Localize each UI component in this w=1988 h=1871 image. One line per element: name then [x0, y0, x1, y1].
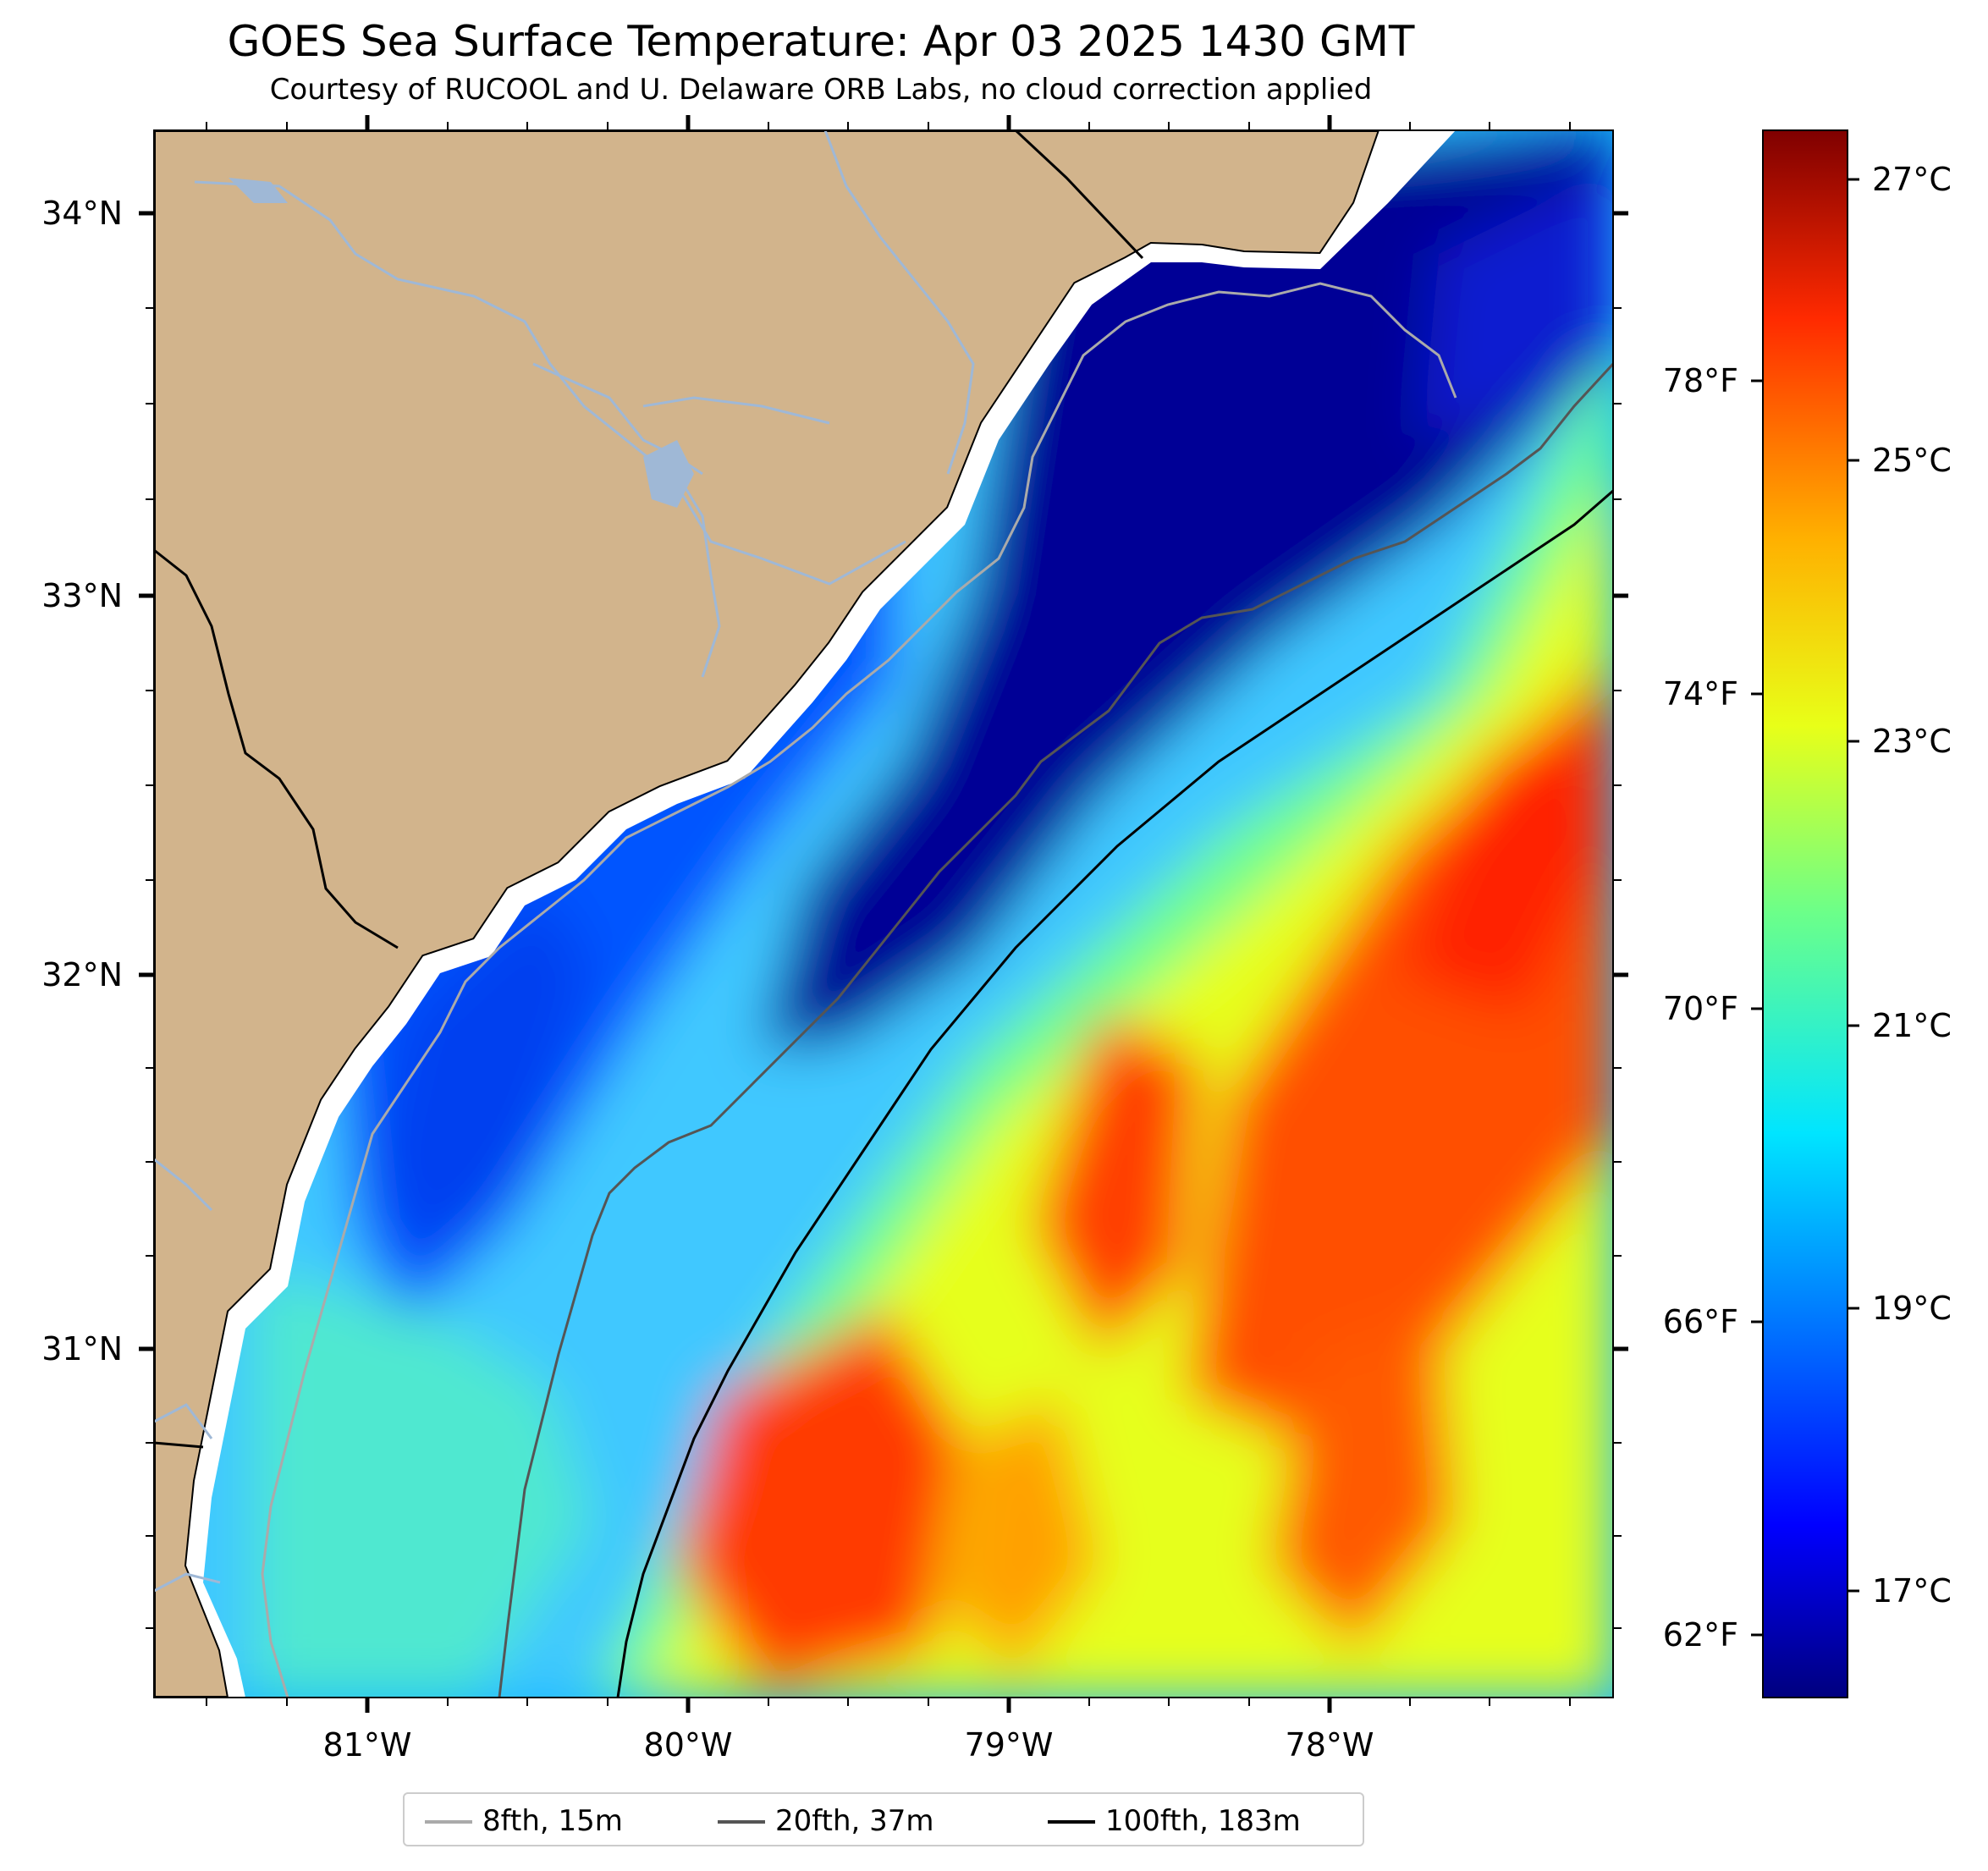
lon-label: 81°W	[323, 1726, 412, 1764]
sst-field	[154, 130, 1613, 1698]
lat-label: 32°N	[41, 956, 123, 993]
contour-100fth	[616, 489, 1613, 1698]
legend-swatch	[1048, 1820, 1095, 1824]
lake-marion	[643, 440, 694, 508]
legend-swatch	[425, 1820, 472, 1824]
legend-label: 8fth, 15m	[482, 1804, 623, 1838]
celsius-label: 23°C	[1872, 723, 1952, 760]
lon-label: 78°W	[1286, 1726, 1374, 1764]
lat-label: 31°N	[41, 1330, 123, 1367]
fahrenheit-label: 66°F	[1663, 1303, 1738, 1340]
map-area	[154, 130, 1613, 1698]
celsius-label: 19°C	[1872, 1290, 1952, 1327]
celsius-label: 17°C	[1872, 1572, 1952, 1610]
legend-label: 100fth, 183m	[1105, 1804, 1301, 1838]
chart-title: GOES Sea Surface Temperature: Apr 03 202…	[227, 17, 1415, 66]
state-boundaries	[154, 130, 1144, 1449]
celsius-label: 21°C	[1872, 1007, 1952, 1044]
map-frame	[153, 129, 1614, 1698]
chart-subtitle: Courtesy of RUCOOL and U. Delaware ORB L…	[269, 73, 1373, 107]
minor-ticks	[146, 122, 1622, 1706]
celsius-label: 27°C	[1872, 161, 1952, 198]
lat-label: 33°N	[41, 577, 123, 614]
lon-label: 80°W	[644, 1726, 733, 1764]
lat-label: 34°N	[41, 195, 123, 232]
rivers	[154, 130, 975, 1593]
major-ticks	[139, 115, 1628, 1713]
fahrenheit-label: 74°F	[1663, 675, 1738, 713]
contour-legend: 8fth, 15m 20fth, 37m 100fth, 183m	[403, 1792, 1364, 1846]
fahrenheit-label: 62°F	[1663, 1616, 1738, 1654]
lon-label: 79°W	[965, 1726, 1054, 1764]
contour-20fth	[498, 362, 1613, 1698]
fahrenheit-label: 70°F	[1663, 990, 1738, 1027]
fahrenheit-label: 78°F	[1663, 362, 1738, 399]
colorbar-ticks	[1751, 178, 1859, 1637]
contour-8fth	[261, 282, 1457, 1698]
legend-label: 20fth, 37m	[775, 1804, 934, 1838]
celsius-label: 25°C	[1872, 442, 1952, 479]
colorbar	[1762, 129, 1848, 1698]
lake-upper	[229, 178, 288, 203]
legend-swatch	[718, 1820, 765, 1824]
